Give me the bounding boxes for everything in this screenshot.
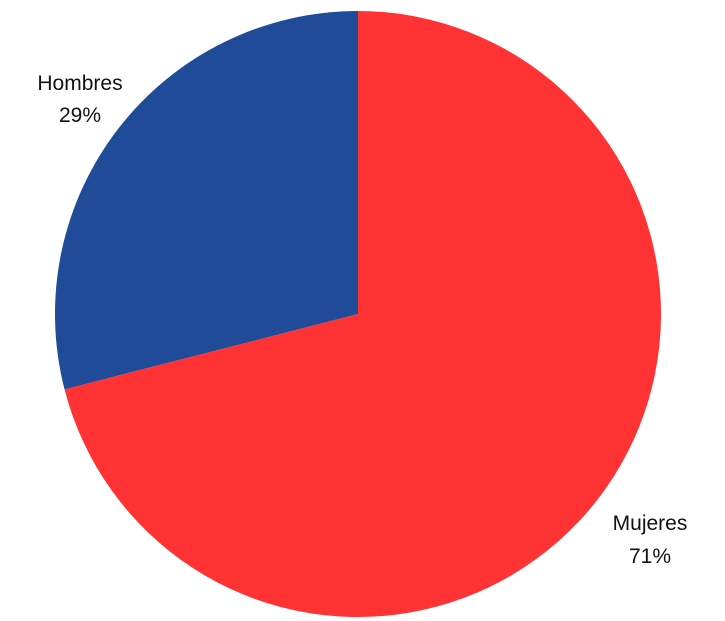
pie-slice-hombres	[55, 11, 359, 390]
pie-labels: Mujeres 71% Hombres 29%	[37, 72, 687, 568]
slice-label-mujeres: Mujeres	[613, 512, 688, 535]
slice-label-hombres: Hombres	[37, 72, 122, 95]
pie-slices	[55, 10, 662, 618]
pie-slice-mujeres	[64, 10, 662, 618]
slice-value-mujeres: 71%	[629, 545, 671, 568]
slice-value-hombres: 29%	[59, 104, 101, 127]
